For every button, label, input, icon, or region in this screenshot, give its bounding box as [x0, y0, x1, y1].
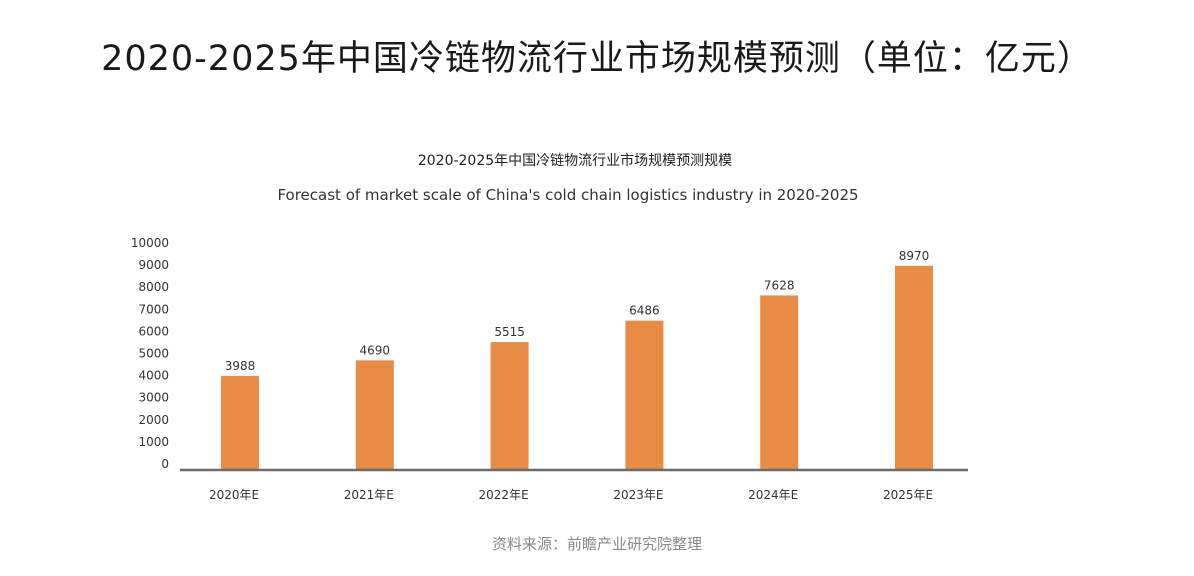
- x-tick-label: 2021年E: [344, 488, 394, 502]
- bars-group: [221, 265, 933, 470]
- bar-value-label: 3988: [225, 359, 256, 373]
- x-tick-label: 2022年E: [479, 488, 529, 502]
- y-tick-label: 1000: [138, 435, 169, 449]
- chart-title: 2020-2025年中国冷链物流行业市场规模预测规模: [418, 152, 732, 169]
- bar: [355, 360, 394, 470]
- y-tick-label: 6000: [138, 324, 169, 338]
- page-title: 2020-2025年中国冷链物流行业市场规模预测（单位：亿元）: [101, 39, 1093, 79]
- y-tick-label: 10000: [131, 236, 169, 250]
- x-tick-label: 2024年E: [748, 488, 798, 502]
- bar-value-label: 5515: [494, 325, 525, 339]
- y-tick-label: 4000: [138, 369, 169, 383]
- bar: [895, 265, 933, 470]
- bar: [221, 375, 259, 470]
- bar-value-label: 8970: [899, 249, 930, 263]
- x-tick-label: 2023年E: [613, 488, 663, 502]
- x-tick-label: 2025年E: [883, 488, 933, 502]
- value-labels-group: 3988 4690 5515 6486 7628 8970: [225, 249, 930, 373]
- y-tick-label: 9000: [138, 258, 169, 272]
- y-tick-label: 3000: [138, 391, 169, 405]
- x-axis-ticks: 2020年E 2021年E 2022年E 2023年E 2024年E 2025年E: [209, 488, 933, 502]
- chart-subtitle: Forecast of market scale of China's cold…: [277, 186, 858, 204]
- bar-value-label: 7628: [764, 278, 795, 292]
- y-tick-label: 0: [161, 457, 169, 471]
- bar: [625, 320, 664, 470]
- y-tick-label: 7000: [138, 302, 169, 316]
- bar-value-label: 6486: [629, 304, 660, 318]
- y-axis-ticks: 0 1000 2000 3000 4000 5000 6000 7000 8000 9000 100…: [131, 236, 169, 471]
- x-tick-label: 2020年E: [209, 488, 259, 502]
- y-tick-label: 2000: [138, 413, 169, 427]
- bar: [760, 295, 799, 470]
- bar: [490, 342, 529, 470]
- y-tick-label: 8000: [138, 280, 169, 294]
- bar-value-label: 4690: [360, 343, 391, 357]
- source-note: 资料来源：前瞻产业研究院整理: [491, 535, 702, 553]
- y-tick-label: 5000: [138, 347, 169, 361]
